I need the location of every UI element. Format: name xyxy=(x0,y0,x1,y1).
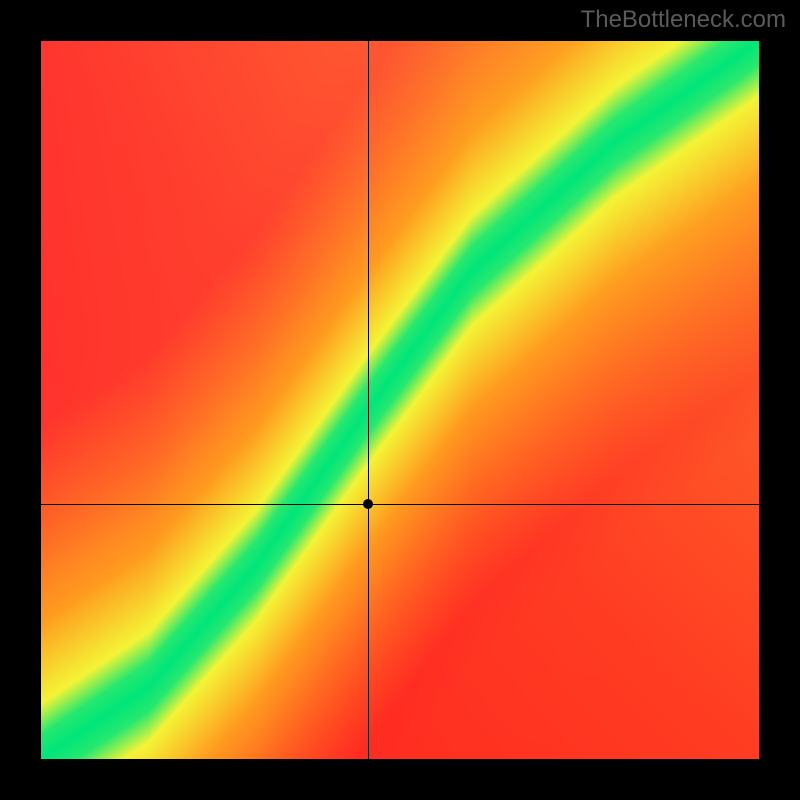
heatmap-canvas xyxy=(41,41,759,759)
crosshair-vertical xyxy=(368,41,369,759)
crosshair-marker xyxy=(363,499,373,509)
heatmap-plot xyxy=(41,41,759,759)
watermark-text: TheBottleneck.com xyxy=(581,6,786,34)
crosshair-horizontal xyxy=(41,504,759,505)
